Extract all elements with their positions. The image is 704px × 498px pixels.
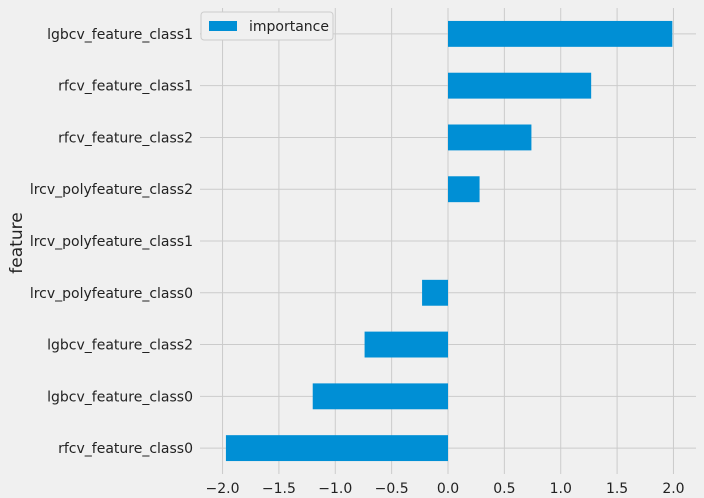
x-tick-label: 1.5 xyxy=(606,481,628,497)
bar-rfcv_feature_class1 xyxy=(448,72,592,99)
bar-lgbcv_feature_class1 xyxy=(448,20,673,47)
legend-swatch xyxy=(209,21,237,31)
x-tick-label: −1.5 xyxy=(262,481,296,497)
x-tick-label: −2.0 xyxy=(206,481,240,497)
bar-lgbcv_feature_class2 xyxy=(364,331,448,358)
legend: importance xyxy=(200,11,334,41)
y-tick-label: lrcv_polyfeature_class1 xyxy=(30,234,193,250)
x-tick-label: −0.5 xyxy=(375,481,409,497)
y-tick-label: rfcv_feature_class1 xyxy=(58,79,193,95)
bar-lrcv_polyfeature_class0 xyxy=(422,279,448,306)
y-axis-title: feature xyxy=(7,212,27,273)
x-tick-label: 0.5 xyxy=(493,481,515,497)
x-tick-label: −1.0 xyxy=(318,481,352,497)
bars xyxy=(225,20,673,462)
y-tick-label: lgbcv_feature_class1 xyxy=(47,27,193,43)
bar-lrcv_polyfeature_class2 xyxy=(448,176,480,203)
bar-lgbcv_feature_class0 xyxy=(312,383,448,410)
y-tick-label: rfcv_feature_class2 xyxy=(58,130,193,146)
bar-rfcv_feature_class0 xyxy=(225,435,448,462)
y-tick-labels: rfcv_feature_class0 lgbcv_feature_class0 l… xyxy=(30,27,193,457)
x-tick-label: 1.0 xyxy=(550,481,572,497)
y-tick-label: lgbcv_feature_class2 xyxy=(47,338,193,354)
y-tick-label: lrcv_polyfeature_class0 xyxy=(30,286,193,302)
x-tick-labels: −2.0 −1.5 −1.0 −0.5 0.0 0.5 1.0 1.5 2.0 xyxy=(206,481,685,497)
y-tick-label: rfcv_feature_class0 xyxy=(58,441,193,457)
legend-label: importance xyxy=(249,19,329,35)
bar-rfcv_feature_class2 xyxy=(448,124,532,151)
y-tick-label: lgbcv_feature_class0 xyxy=(47,389,193,405)
x-tick-label: 2.0 xyxy=(662,481,684,497)
y-tick-label: lrcv_polyfeature_class2 xyxy=(30,182,193,198)
legend-box xyxy=(200,11,334,41)
x-tick-label: 0.0 xyxy=(437,481,459,497)
